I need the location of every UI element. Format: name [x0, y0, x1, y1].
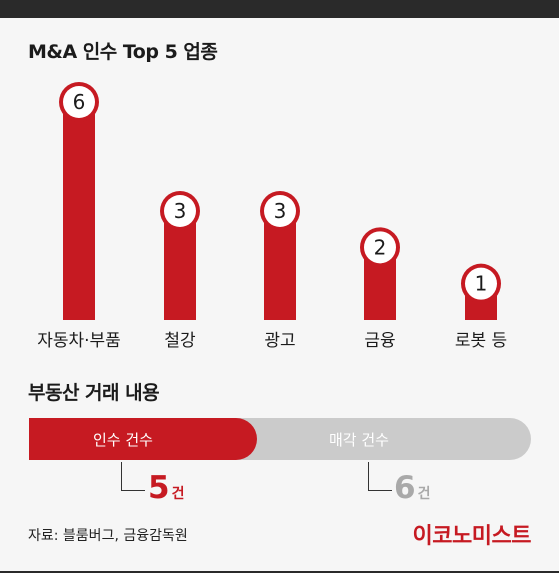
data-label: 3: [174, 199, 187, 223]
category-label: 철강: [164, 331, 196, 351]
sale-label: 매각 건수: [329, 431, 389, 449]
acquisition-label: 인수 건수: [93, 431, 153, 449]
acquisition-connector: [121, 462, 145, 491]
brand-logo: 이코노미스트: [412, 524, 532, 549]
bottom-band: [0, 571, 559, 573]
category-label: 자동차·부품: [37, 331, 121, 351]
value-badge: [465, 267, 497, 300]
deal-comparison-bar: 인수 건수 매각 건수: [29, 418, 531, 460]
sale-connector: [368, 462, 392, 491]
data-label: 3: [274, 199, 287, 223]
value-badge: [164, 195, 196, 227]
sale-count-number: 6: [394, 470, 416, 506]
data-label: 6: [73, 90, 86, 114]
value-badge: [264, 195, 296, 227]
data-label: 2: [374, 235, 387, 259]
data-label: 1: [475, 272, 488, 296]
acquisition-segment: [29, 418, 258, 460]
sale-count-unit: 건: [417, 486, 431, 502]
top-band: [0, 0, 559, 18]
source-note: 자료: 블룸버그, 금융감독원: [28, 528, 188, 544]
category-label: 금융: [364, 331, 395, 351]
category-label: 로봇 등: [455, 331, 507, 351]
acquisition-count-unit: 건: [171, 486, 185, 502]
deals-title: 부동산 거래 내용: [28, 382, 160, 404]
bar: [63, 102, 95, 320]
value-badge: [364, 231, 396, 264]
value-badge: [63, 86, 95, 118]
category-label: 광고: [264, 331, 295, 351]
chart-title: M&A 인수 Top 5 업종: [28, 41, 218, 63]
acquisition-count-number: 5: [148, 470, 170, 506]
bar-chart: 6 자동차·부품 3 철강 3 광고 2 금융 1 로봇 등: [37, 82, 507, 351]
